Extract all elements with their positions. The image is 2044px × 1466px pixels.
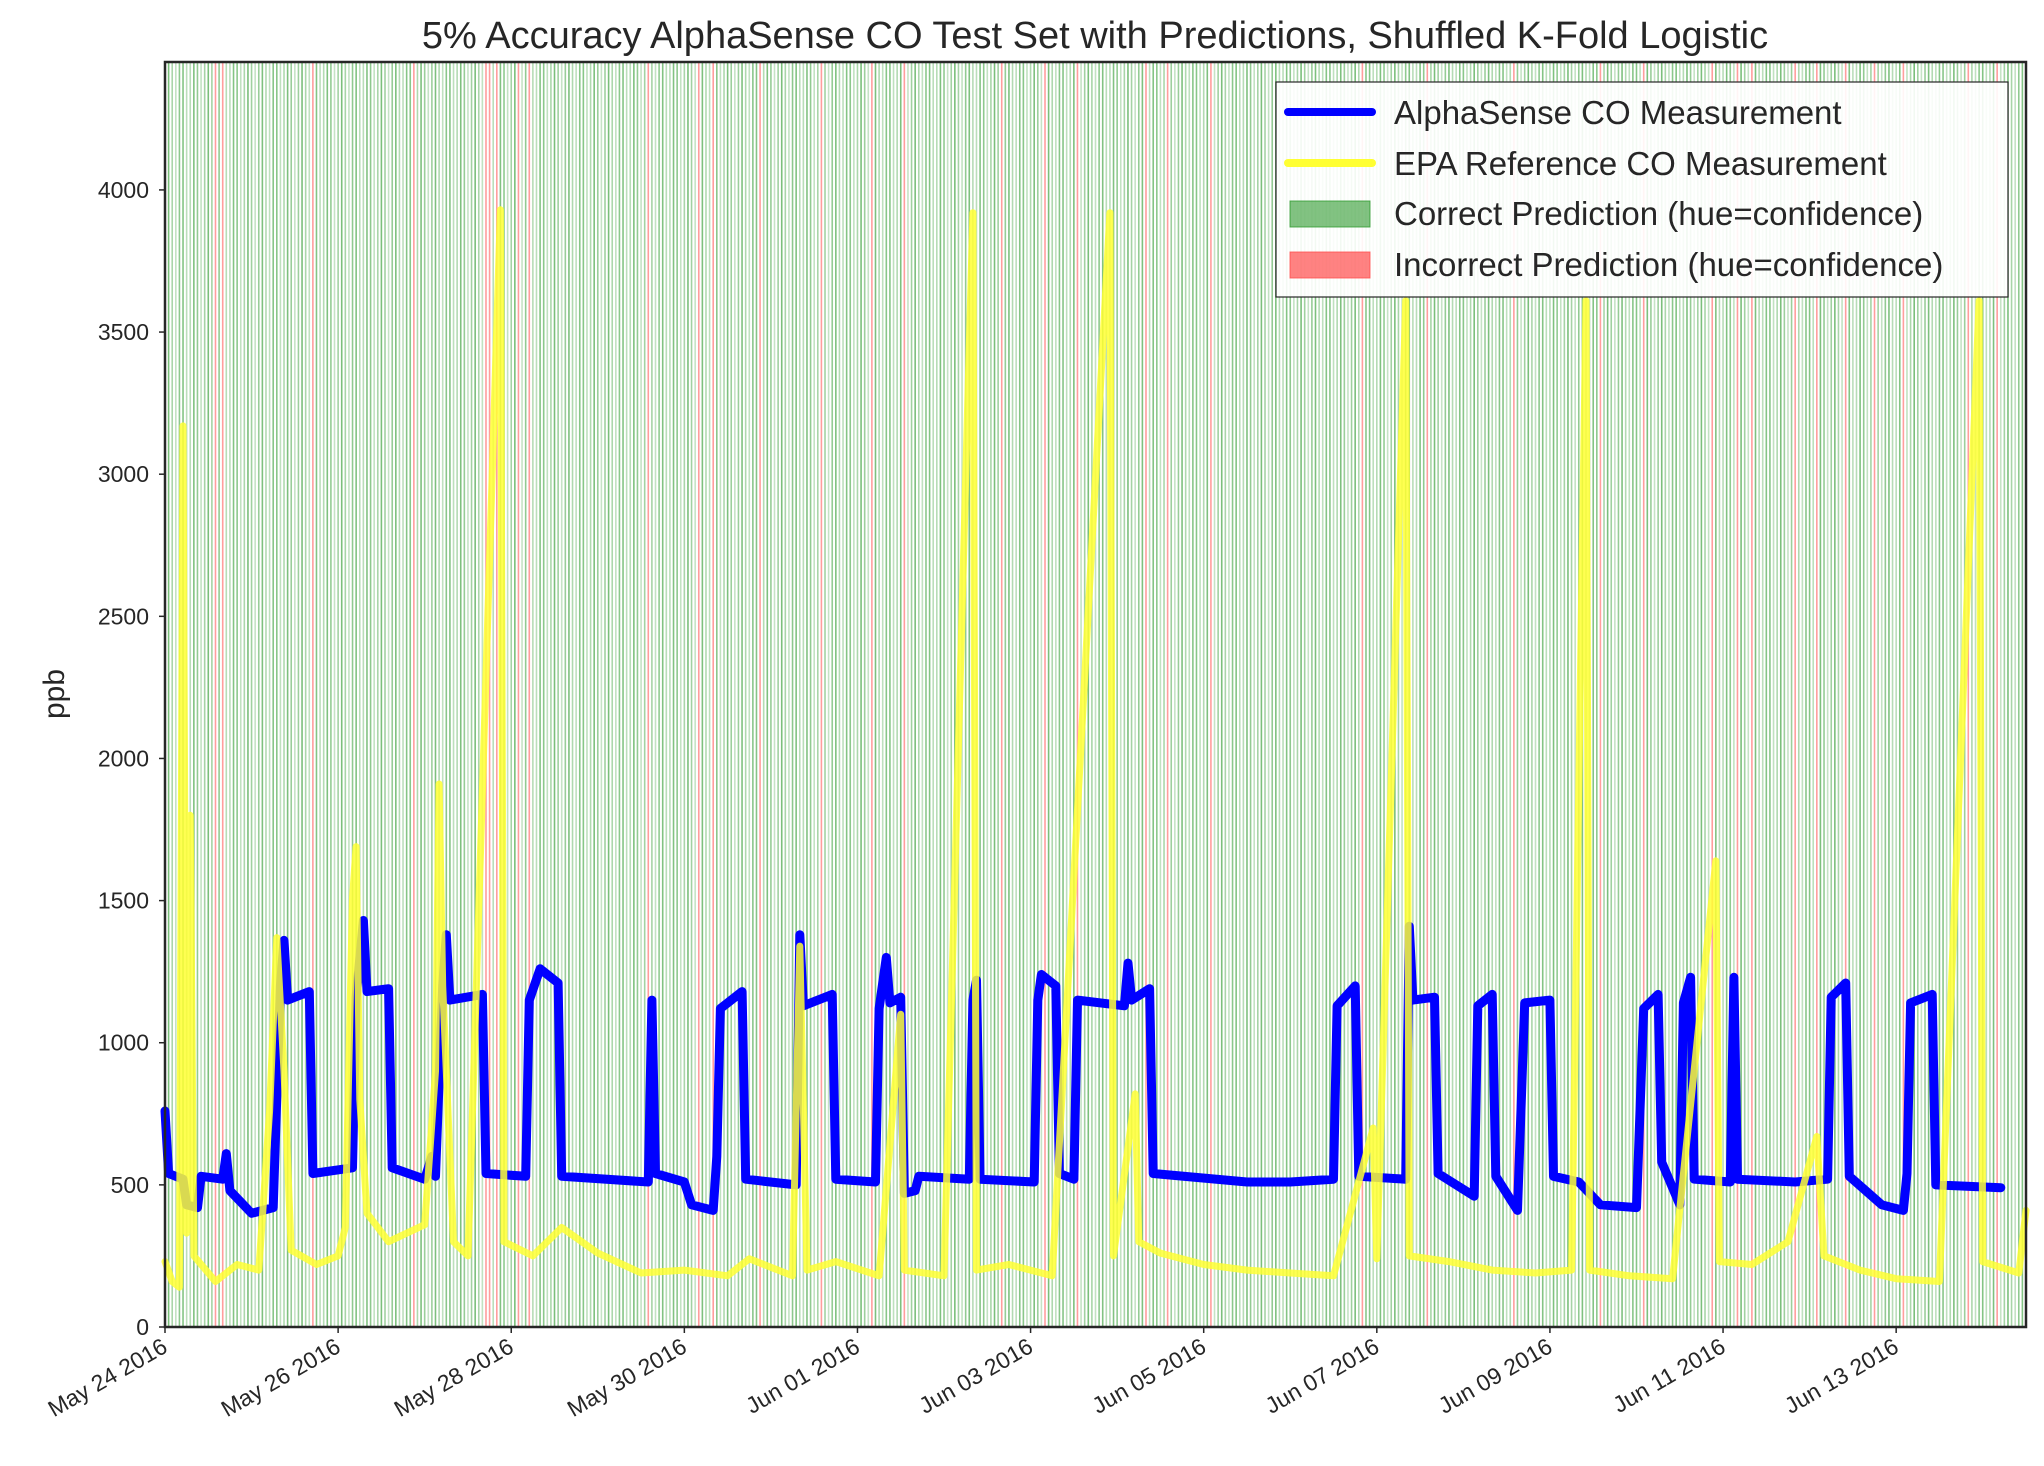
legend-label: AlphaSense CO Measurement <box>1394 94 1842 131</box>
y-axis-ticks: 0 500 1000 1500 2000 2500 3000 3500 4000 <box>98 177 165 1340</box>
legend-label: EPA Reference CO Measurement <box>1394 145 1887 182</box>
x-tick-label: Jun 07 2016 <box>1261 1333 1384 1419</box>
y-tick-label: 4000 <box>98 177 149 203</box>
y-tick-label: 0 <box>136 1314 149 1340</box>
legend-box <box>1275 81 2009 298</box>
legend: AlphaSense CO Measurement EPA Reference C… <box>1275 81 2009 298</box>
epa-reference-co-series-line <box>161 206 2030 1291</box>
y-tick-label: 2500 <box>98 603 149 629</box>
x-tick-label: Jun 01 2016 <box>741 1333 864 1419</box>
x-tick-label: May 28 2016 <box>390 1333 518 1422</box>
y-tick-label: 3000 <box>98 461 149 487</box>
x-tick-label: Jun 11 2016 <box>1608 1333 1729 1418</box>
x-tick-label: Jun 09 2016 <box>1434 1333 1557 1419</box>
x-tick-label: Jun 13 2016 <box>1780 1333 1903 1419</box>
alphasense-co-series-line <box>160 916 2006 1218</box>
y-tick-label: 500 <box>111 1172 149 1198</box>
x-tick-label: May 30 2016 <box>563 1333 691 1422</box>
x-tick-label: May 26 2016 <box>216 1333 344 1422</box>
series-lines <box>160 206 2030 1291</box>
y-tick-label: 1000 <box>98 1030 149 1056</box>
legend-label: Correct Prediction (hue=confidence) <box>1394 195 1923 232</box>
x-axis-ticks: May 24 2016 May 26 2016 May 28 2016 May 30 … <box>43 1327 1903 1422</box>
y-tick-label: 3500 <box>98 319 149 345</box>
y-tick-label: 1500 <box>98 888 149 914</box>
legend-label: Incorrect Prediction (hue=confidence) <box>1394 246 1943 283</box>
legend-swatch-correct <box>1289 200 1371 228</box>
plot-frame <box>163 60 2028 1329</box>
legend-swatch-incorrect <box>1289 251 1371 279</box>
y-tick-label: 2000 <box>98 745 149 771</box>
x-tick-label: May 24 2016 <box>43 1333 171 1422</box>
x-tick-label: Jun 03 2016 <box>914 1333 1037 1419</box>
chart-title: 5% Accuracy AlphaSense CO Test Set with … <box>422 15 1768 57</box>
y-axis-label: ppb <box>38 669 71 719</box>
x-tick-label: Jun 05 2016 <box>1088 1333 1211 1419</box>
